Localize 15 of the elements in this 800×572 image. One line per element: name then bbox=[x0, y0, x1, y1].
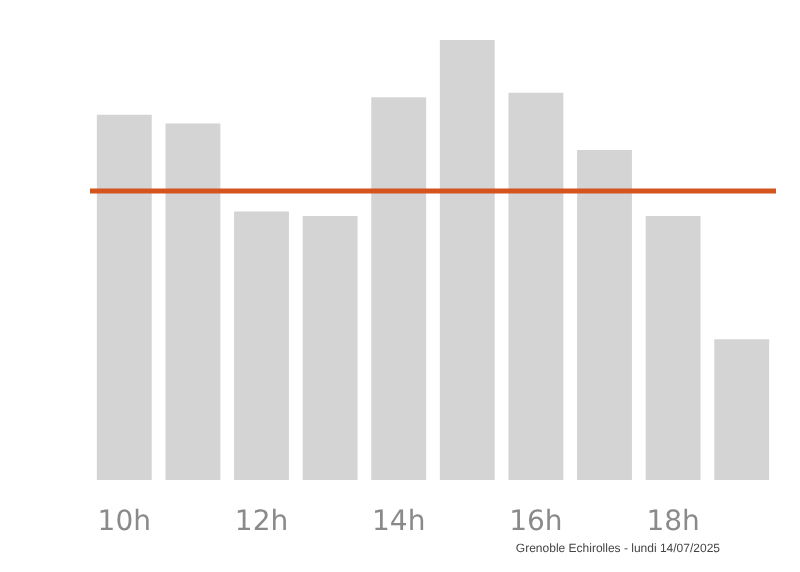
bar bbox=[577, 150, 632, 480]
bar bbox=[302, 216, 358, 480]
x-tick-label: 16h bbox=[509, 506, 563, 538]
bar bbox=[714, 339, 770, 480]
x-tick-label: 12h bbox=[234, 506, 289, 538]
bar bbox=[371, 97, 427, 480]
bar bbox=[234, 211, 289, 480]
bar bbox=[165, 123, 221, 480]
x-tick-label: 14h bbox=[372, 506, 426, 538]
x-tick-label: 10h bbox=[97, 506, 151, 538]
bar bbox=[439, 40, 495, 480]
x-tick-label: 18h bbox=[646, 506, 700, 538]
bar bbox=[96, 114, 152, 480]
bar bbox=[645, 216, 701, 480]
bar bbox=[508, 92, 564, 480]
